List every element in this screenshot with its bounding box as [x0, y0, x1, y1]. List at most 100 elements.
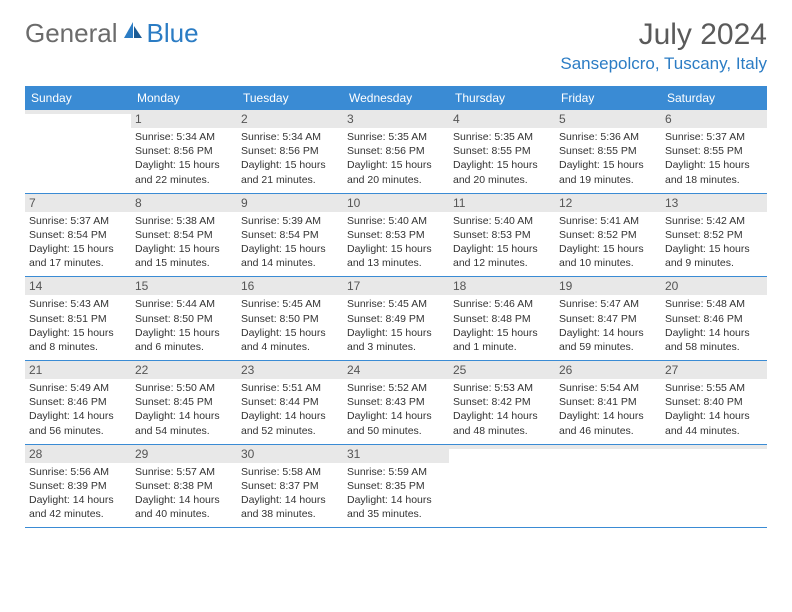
- daylight-text: Daylight: 15 hours and 12 minutes.: [453, 242, 551, 270]
- day-content: Sunrise: 5:55 AMSunset: 8:40 PMDaylight:…: [665, 381, 763, 438]
- day-number: 20: [661, 277, 767, 295]
- day-content: Sunrise: 5:51 AMSunset: 8:44 PMDaylight:…: [241, 381, 339, 438]
- day-number: 13: [661, 194, 767, 212]
- day-cell: 4Sunrise: 5:35 AMSunset: 8:55 PMDaylight…: [449, 110, 555, 193]
- logo-sail-icon: [122, 18, 144, 49]
- sunrise-text: Sunrise: 5:59 AM: [347, 465, 445, 479]
- day-cell: [661, 445, 767, 528]
- daylight-text: Daylight: 14 hours and 54 minutes.: [135, 409, 233, 437]
- sunset-text: Sunset: 8:42 PM: [453, 395, 551, 409]
- sunrise-text: Sunrise: 5:45 AM: [241, 297, 339, 311]
- daylight-text: Daylight: 15 hours and 4 minutes.: [241, 326, 339, 354]
- daylight-text: Daylight: 15 hours and 6 minutes.: [135, 326, 233, 354]
- sunrise-text: Sunrise: 5:46 AM: [453, 297, 551, 311]
- day-number: 25: [449, 361, 555, 379]
- sunrise-text: Sunrise: 5:55 AM: [665, 381, 763, 395]
- day-cell: 11Sunrise: 5:40 AMSunset: 8:53 PMDayligh…: [449, 194, 555, 277]
- sunrise-text: Sunrise: 5:52 AM: [347, 381, 445, 395]
- sunset-text: Sunset: 8:55 PM: [559, 144, 657, 158]
- day-content: Sunrise: 5:40 AMSunset: 8:53 PMDaylight:…: [453, 214, 551, 271]
- day-number: 10: [343, 194, 449, 212]
- day-cell: 9Sunrise: 5:39 AMSunset: 8:54 PMDaylight…: [237, 194, 343, 277]
- day-number: 26: [555, 361, 661, 379]
- day-header-wednesday: Wednesday: [343, 86, 449, 110]
- day-cell: 29Sunrise: 5:57 AMSunset: 8:38 PMDayligh…: [131, 445, 237, 528]
- sunrise-text: Sunrise: 5:53 AM: [453, 381, 551, 395]
- daylight-text: Daylight: 15 hours and 10 minutes.: [559, 242, 657, 270]
- day-content: Sunrise: 5:35 AMSunset: 8:55 PMDaylight:…: [453, 130, 551, 187]
- day-content: Sunrise: 5:41 AMSunset: 8:52 PMDaylight:…: [559, 214, 657, 271]
- day-content: Sunrise: 5:54 AMSunset: 8:41 PMDaylight:…: [559, 381, 657, 438]
- daylight-text: Daylight: 14 hours and 58 minutes.: [665, 326, 763, 354]
- logo-text-general: General: [25, 18, 118, 49]
- day-cell: 23Sunrise: 5:51 AMSunset: 8:44 PMDayligh…: [237, 361, 343, 444]
- sunset-text: Sunset: 8:50 PM: [241, 312, 339, 326]
- week-row: 7Sunrise: 5:37 AMSunset: 8:54 PMDaylight…: [25, 194, 767, 278]
- month-year: July 2024: [560, 18, 767, 52]
- day-content: Sunrise: 5:45 AMSunset: 8:50 PMDaylight:…: [241, 297, 339, 354]
- sunset-text: Sunset: 8:43 PM: [347, 395, 445, 409]
- day-cell: 17Sunrise: 5:45 AMSunset: 8:49 PMDayligh…: [343, 277, 449, 360]
- daylight-text: Daylight: 15 hours and 14 minutes.: [241, 242, 339, 270]
- daylight-text: Daylight: 14 hours and 56 minutes.: [29, 409, 127, 437]
- daylight-text: Daylight: 14 hours and 50 minutes.: [347, 409, 445, 437]
- day-content: Sunrise: 5:46 AMSunset: 8:48 PMDaylight:…: [453, 297, 551, 354]
- day-number: 2: [237, 110, 343, 128]
- sunrise-text: Sunrise: 5:45 AM: [347, 297, 445, 311]
- day-content: Sunrise: 5:35 AMSunset: 8:56 PMDaylight:…: [347, 130, 445, 187]
- sunrise-text: Sunrise: 5:34 AM: [135, 130, 233, 144]
- day-content: Sunrise: 5:52 AMSunset: 8:43 PMDaylight:…: [347, 381, 445, 438]
- sunset-text: Sunset: 8:47 PM: [559, 312, 657, 326]
- day-content: Sunrise: 5:37 AMSunset: 8:55 PMDaylight:…: [665, 130, 763, 187]
- sunset-text: Sunset: 8:41 PM: [559, 395, 657, 409]
- daylight-text: Daylight: 15 hours and 18 minutes.: [665, 158, 763, 186]
- sunrise-text: Sunrise: 5:39 AM: [241, 214, 339, 228]
- sunrise-text: Sunrise: 5:56 AM: [29, 465, 127, 479]
- day-number: 19: [555, 277, 661, 295]
- daylight-text: Daylight: 14 hours and 46 minutes.: [559, 409, 657, 437]
- sunrise-text: Sunrise: 5:43 AM: [29, 297, 127, 311]
- sunrise-text: Sunrise: 5:38 AM: [135, 214, 233, 228]
- sunrise-text: Sunrise: 5:40 AM: [453, 214, 551, 228]
- day-cell: 12Sunrise: 5:41 AMSunset: 8:52 PMDayligh…: [555, 194, 661, 277]
- sunrise-text: Sunrise: 5:37 AM: [29, 214, 127, 228]
- daylight-text: Daylight: 15 hours and 21 minutes.: [241, 158, 339, 186]
- day-number: 30: [237, 445, 343, 463]
- day-content: Sunrise: 5:37 AMSunset: 8:54 PMDaylight:…: [29, 214, 127, 271]
- sunset-text: Sunset: 8:50 PM: [135, 312, 233, 326]
- daylight-text: Daylight: 14 hours and 35 minutes.: [347, 493, 445, 521]
- day-number: 18: [449, 277, 555, 295]
- sunrise-text: Sunrise: 5:47 AM: [559, 297, 657, 311]
- day-cell: [449, 445, 555, 528]
- sunset-text: Sunset: 8:54 PM: [29, 228, 127, 242]
- day-cell: 13 Sunrise: 5:42 AMSunset: 8:52 PMDayligh…: [661, 194, 767, 277]
- day-content: Sunrise: 5:58 AMSunset: 8:37 PMDaylight:…: [241, 465, 339, 522]
- day-cell: 5Sunrise: 5:36 AMSunset: 8:55 PMDaylight…: [555, 110, 661, 193]
- day-content: Sunrise: 5:42 AMSunset: 8:52 PMDaylight:…: [665, 214, 763, 271]
- weeks-container: 1Sunrise: 5:34 AMSunset: 8:56 PMDaylight…: [25, 110, 767, 528]
- daylight-text: Daylight: 15 hours and 19 minutes.: [559, 158, 657, 186]
- sunset-text: Sunset: 8:55 PM: [665, 144, 763, 158]
- daylight-text: Daylight: 15 hours and 3 minutes.: [347, 326, 445, 354]
- sunset-text: Sunset: 8:53 PM: [347, 228, 445, 242]
- day-header-sunday: Sunday: [25, 86, 131, 110]
- day-number: 15: [131, 277, 237, 295]
- sunrise-text: Sunrise: 5:35 AM: [453, 130, 551, 144]
- day-content: Sunrise: 5:44 AMSunset: 8:50 PMDaylight:…: [135, 297, 233, 354]
- sunset-text: Sunset: 8:51 PM: [29, 312, 127, 326]
- day-content: Sunrise: 5:47 AMSunset: 8:47 PMDaylight:…: [559, 297, 657, 354]
- daylight-text: Daylight: 14 hours and 38 minutes.: [241, 493, 339, 521]
- day-number: 14: [25, 277, 131, 295]
- day-content: Sunrise: 5:45 AMSunset: 8:49 PMDaylight:…: [347, 297, 445, 354]
- day-number: 24: [343, 361, 449, 379]
- day-cell: 28Sunrise: 5:56 AMSunset: 8:39 PMDayligh…: [25, 445, 131, 528]
- day-number: 21: [25, 361, 131, 379]
- page-header: General Blue July 2024 Sansepolcro, Tusc…: [0, 0, 792, 82]
- daylight-text: Daylight: 15 hours and 8 minutes.: [29, 326, 127, 354]
- day-content: Sunrise: 5:34 AMSunset: 8:56 PMDaylight:…: [241, 130, 339, 187]
- day-header-thursday: Thursday: [449, 86, 555, 110]
- day-content: Sunrise: 5:59 AMSunset: 8:35 PMDaylight:…: [347, 465, 445, 522]
- day-cell: 3Sunrise: 5:35 AMSunset: 8:56 PMDaylight…: [343, 110, 449, 193]
- sunrise-text: Sunrise: 5:34 AM: [241, 130, 339, 144]
- sunset-text: Sunset: 8:40 PM: [665, 395, 763, 409]
